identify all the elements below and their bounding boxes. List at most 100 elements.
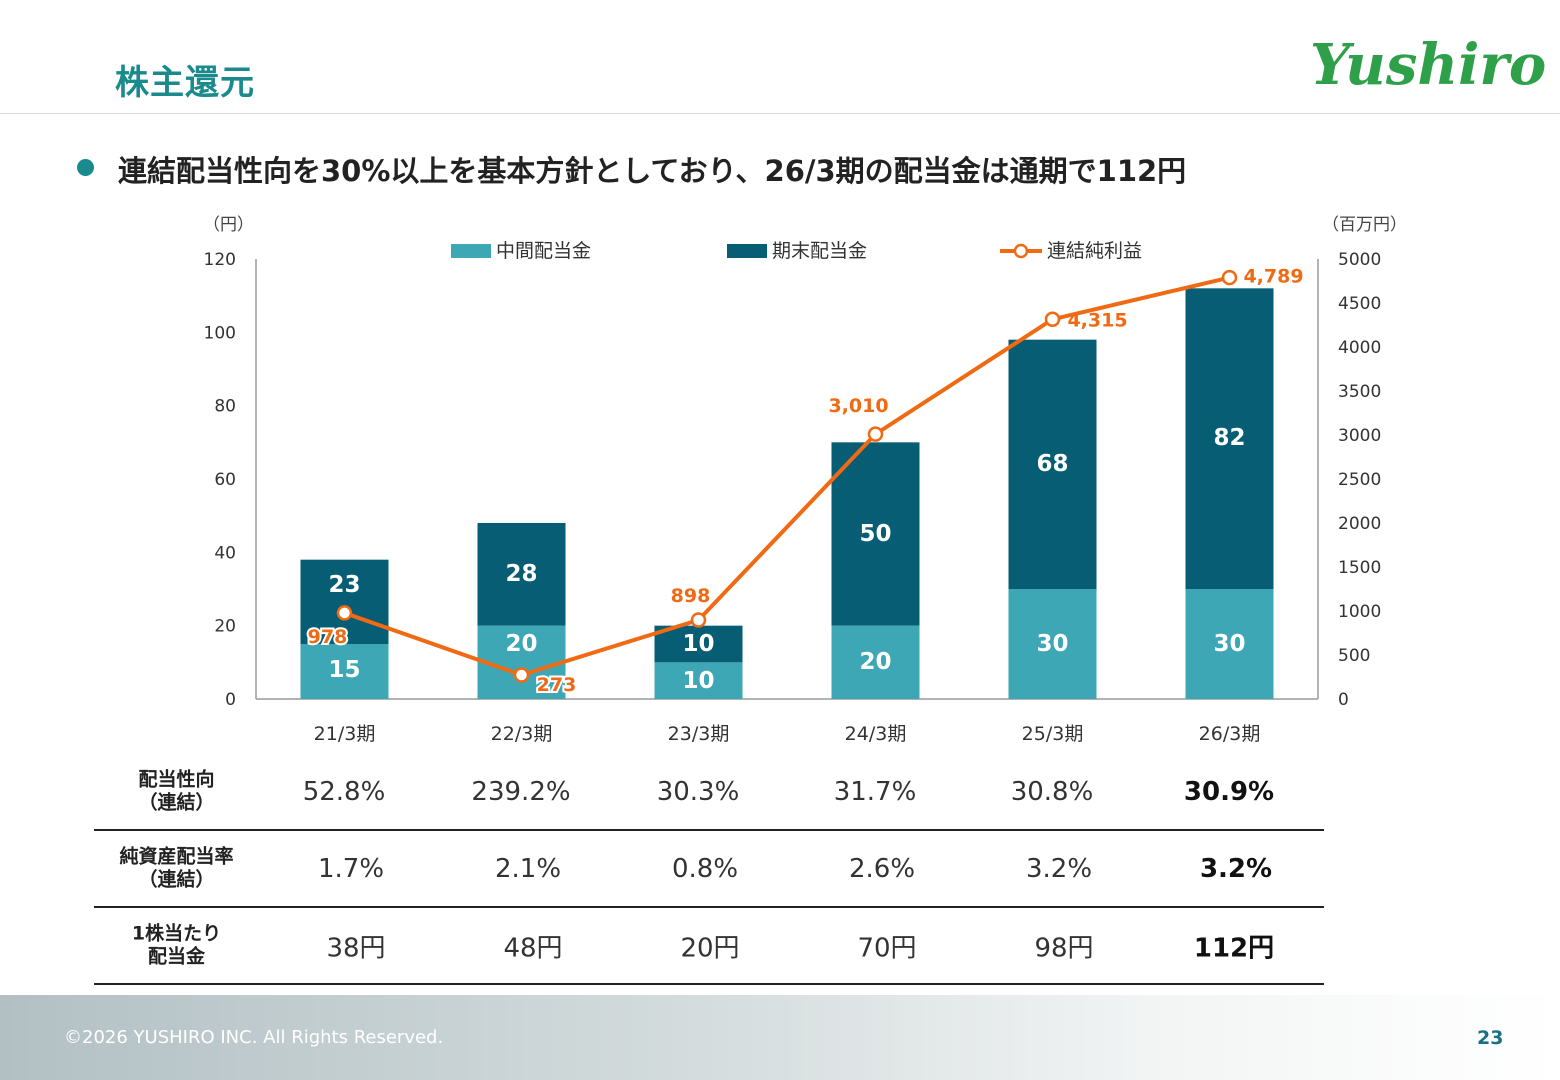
bar-interim-dividend [1008, 589, 1097, 699]
interim-value-label: 10 [682, 668, 714, 694]
net-income-point [513, 667, 530, 683]
right-axis-unit: （百万円） [1322, 215, 1407, 235]
final-value-label: 23 [328, 572, 360, 598]
category-label: 26/3期 [1199, 723, 1261, 745]
right-tick-label: 2500 [1338, 470, 1381, 490]
right-tick-label: 1000 [1338, 602, 1381, 622]
bullet-icon [77, 159, 94, 176]
left-axis-unit: （円） [203, 215, 254, 235]
right-tick-label: 0 [1338, 690, 1349, 710]
bar-interim-dividend [300, 644, 389, 699]
yushiro-logo: Yushiro [1310, 32, 1547, 98]
bar-final-dividend [477, 523, 566, 626]
table-cell: 20円 [680, 933, 740, 963]
net-income-point [867, 426, 884, 442]
left-tick-label: 100 [204, 323, 236, 343]
table-cell: 48円 [503, 933, 563, 963]
net-income-point [1221, 269, 1238, 286]
row-label: 純資産配当率 （連結） [119, 844, 234, 891]
right-tick-label: 3500 [1338, 382, 1381, 402]
table-cell: 31.7% [833, 776, 917, 807]
bar-final-dividend [1185, 288, 1274, 589]
bar-interim-dividend [477, 625, 566, 699]
final-value-label: 82 [1213, 425, 1245, 451]
bar-interim-dividend [654, 662, 743, 699]
page-number: 23 [1477, 1027, 1504, 1049]
legend-label-net-income: 連結純利益 [1047, 240, 1142, 262]
category-label: 23/3期 [668, 723, 730, 745]
bar-final-dividend [300, 559, 389, 644]
header-divider [0, 113, 1560, 114]
table-row-doe: 純資産配当率 （連結） 1.7% 2.1% 0.8% 2.6% 3.2% 3.2… [94, 831, 1324, 908]
final-value-label: 10 [682, 631, 714, 657]
table-cell: 30.3% [656, 776, 740, 807]
bar-final-dividend [654, 625, 743, 663]
net-income-label: 4,315 [1067, 309, 1127, 331]
legend-label-final: 期末配当金 [772, 240, 867, 262]
interim-value-label: 20 [859, 649, 891, 675]
net-income-point [336, 605, 353, 621]
page-title: 株主還元 [115, 63, 255, 103]
interim-value-label: 15 [328, 657, 360, 683]
table-cell: 2.1% [494, 853, 562, 884]
row-label: 配当性向 （連結） [138, 767, 215, 814]
interim-value-label: 30 [1036, 631, 1068, 657]
category-label: 22/3期 [491, 723, 553, 745]
right-tick-label: 3000 [1338, 426, 1381, 446]
table-cell: 3.2% [1025, 853, 1093, 884]
category-label: 24/3期 [845, 723, 907, 745]
left-tick-label: 20 [214, 617, 236, 637]
table-cell: 0.8% [671, 853, 739, 884]
category-label: 21/3期 [314, 723, 376, 745]
right-tick-label: 4500 [1338, 294, 1381, 314]
table-cell: 70円 [857, 933, 917, 963]
table-cell: 38円 [326, 933, 386, 963]
net-income-label: 978 [308, 626, 348, 648]
legend-swatch-interim [451, 244, 491, 258]
table-cell: 30.8% [1010, 776, 1094, 807]
final-value-label: 68 [1036, 451, 1068, 477]
footer-band [0, 995, 1560, 1080]
legend-swatch-final [727, 244, 767, 258]
table-cell: 112円 [1193, 933, 1275, 963]
bar-interim-dividend [1185, 589, 1274, 699]
headline: 連結配当性向を30%以上を基本方針としており、26/3期の配当金は通期で112円 [118, 154, 1187, 188]
table-row-payout-ratio: 配当性向 （連結） 52.8% 239.2% 30.3% 31.7% 30.8%… [94, 754, 1324, 831]
net-income-label: 4,789 [1243, 266, 1303, 288]
category-label: 25/3期 [1022, 723, 1084, 745]
bar-final-dividend [1008, 339, 1097, 589]
copyright: ©2026 YUSHIRO INC. All Rights Reserved. [64, 1027, 444, 1048]
interim-value-label: 20 [505, 631, 537, 657]
net-income-label: 273 [537, 674, 577, 696]
legend-label-interim: 中間配当金 [496, 240, 591, 262]
left-tick-label: 80 [214, 397, 236, 417]
row-label: 1株当たり 配当金 [131, 921, 222, 968]
metrics-table: 配当性向 （連結） 52.8% 239.2% 30.3% 31.7% 30.8%… [94, 754, 1324, 985]
right-tick-label: 1500 [1338, 558, 1381, 578]
left-tick-label: 0 [225, 690, 236, 710]
table-cell: 239.2% [471, 776, 571, 807]
net-income-label: 898 [671, 585, 711, 607]
bar-interim-dividend [831, 625, 920, 699]
left-tick-label: 120 [204, 250, 236, 270]
net-income-line [343, 275, 1230, 677]
table-row-dps: 1株当たり 配当金 38円 48円 20円 70円 98円 112円 [94, 908, 1324, 985]
table-cell: 30.9% [1183, 776, 1275, 807]
table-cell: 3.2% [1199, 853, 1273, 884]
right-tick-label: 2000 [1338, 514, 1381, 534]
table-cell: 1.7% [317, 853, 385, 884]
table-cell: 52.8% [302, 776, 386, 807]
final-value-label: 50 [859, 521, 891, 547]
dividend-profit-chart: 0 20 40 60 80 100 120 0 500 1000 1500 2000 2500 3000 3… [204, 240, 1382, 745]
interim-value-label: 30 [1213, 631, 1245, 657]
legend-swatch-marker [1013, 243, 1029, 259]
net-income-label: 3,010 [828, 395, 888, 417]
left-tick-label: 60 [214, 470, 236, 490]
final-value-label: 28 [505, 561, 537, 587]
left-tick-label: 40 [214, 543, 236, 563]
table-cell: 2.6% [848, 853, 916, 884]
net-income-point [690, 612, 707, 628]
bar-final-dividend [831, 442, 920, 626]
right-tick-label: 5000 [1338, 250, 1381, 270]
net-income-point [1044, 311, 1061, 328]
